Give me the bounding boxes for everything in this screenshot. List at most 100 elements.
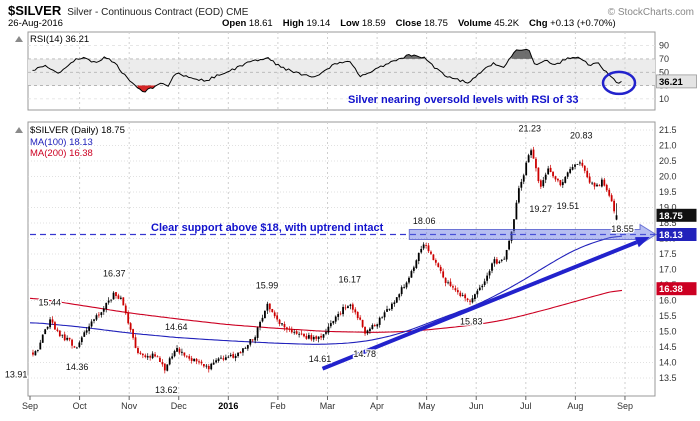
candle-body bbox=[137, 348, 139, 353]
candle-body bbox=[503, 258, 506, 260]
candle-body bbox=[583, 165, 586, 171]
candle-body bbox=[491, 263, 493, 271]
candle-body bbox=[76, 347, 78, 349]
quote-values: Open 18.61 High 19.14 Low 18.59 Close 18… bbox=[222, 18, 616, 29]
candle-body bbox=[354, 309, 357, 313]
candle-body bbox=[127, 312, 130, 324]
candle-body bbox=[310, 335, 313, 340]
candle-body bbox=[254, 337, 257, 341]
ma200-legend-label: MA(200) 16.38 bbox=[30, 148, 93, 159]
candle-body bbox=[112, 292, 115, 300]
candle-body bbox=[183, 352, 186, 356]
candle-body bbox=[452, 286, 454, 288]
candle-body bbox=[298, 333, 301, 335]
candle-body bbox=[98, 314, 100, 316]
price-axis-label: 20.0 bbox=[659, 172, 677, 182]
candle-body bbox=[242, 348, 244, 353]
candle-body bbox=[337, 314, 340, 317]
candle-body bbox=[498, 261, 501, 263]
candle-body bbox=[542, 180, 545, 187]
candle-body bbox=[495, 259, 498, 264]
x-axis-label: 2016 bbox=[218, 401, 238, 411]
candle-body bbox=[144, 355, 147, 357]
candle-body bbox=[391, 303, 393, 310]
candle-body bbox=[149, 356, 152, 358]
candle-body bbox=[122, 297, 125, 306]
candle-body bbox=[161, 362, 164, 365]
candle-body bbox=[66, 337, 69, 340]
candle-body bbox=[547, 168, 550, 175]
candle-body bbox=[554, 176, 557, 180]
price-extreme-label: 14.36 bbox=[66, 362, 89, 372]
candle-body bbox=[34, 351, 37, 356]
candle-body bbox=[405, 282, 408, 288]
candle-body bbox=[349, 304, 352, 306]
candle-body bbox=[530, 150, 532, 156]
price-extreme-label: 21.23 bbox=[519, 123, 542, 133]
candle-body bbox=[476, 290, 479, 295]
candle-body bbox=[32, 352, 34, 355]
candle-body bbox=[586, 170, 589, 178]
candle-body bbox=[119, 297, 122, 299]
candle-body bbox=[461, 295, 464, 296]
candle-body bbox=[268, 303, 271, 310]
candle-body bbox=[273, 312, 276, 317]
candle-body bbox=[581, 162, 584, 166]
candle-body bbox=[386, 309, 388, 312]
candle-body bbox=[44, 329, 47, 335]
quote-change: Chg +0.13 (+0.70%) bbox=[529, 18, 616, 29]
candle-body bbox=[569, 169, 572, 173]
candle-body bbox=[173, 351, 176, 357]
candle-body bbox=[217, 358, 220, 361]
chart-header: $SILVER Silver - Continuous Contract (EO… bbox=[8, 3, 696, 18]
x-axis-label: Dec bbox=[171, 401, 188, 411]
price-axis-label: 21.0 bbox=[659, 141, 677, 151]
rsi-axis-label: 50 bbox=[659, 67, 669, 77]
candle-body bbox=[249, 339, 252, 345]
candle-body bbox=[464, 294, 467, 299]
rsi-overbought-fill bbox=[398, 54, 425, 59]
candle-body bbox=[525, 162, 528, 176]
candle-body bbox=[344, 307, 347, 309]
candle-body bbox=[564, 176, 567, 183]
candle-body bbox=[579, 162, 581, 164]
ma200-value-tag-box bbox=[656, 282, 697, 296]
candle-body bbox=[427, 245, 430, 252]
x-axis-label: Jul bbox=[520, 401, 532, 411]
candle-body bbox=[591, 182, 594, 184]
candle-body bbox=[315, 336, 318, 339]
candle-body bbox=[251, 339, 254, 341]
rsi-panel-icon bbox=[15, 36, 23, 42]
candle-body bbox=[430, 251, 432, 254]
price-extreme-label: 13.91 bbox=[5, 370, 28, 380]
candle-body bbox=[481, 285, 484, 288]
candle-body bbox=[474, 294, 476, 299]
candle-body bbox=[68, 337, 71, 340]
candle-body bbox=[366, 330, 369, 334]
candle-body bbox=[327, 326, 330, 333]
candle-body bbox=[449, 281, 452, 286]
price-axis-label: 16.0 bbox=[659, 296, 677, 306]
x-axis-label: Nov bbox=[121, 401, 138, 411]
candle-body bbox=[544, 174, 547, 180]
candle-body bbox=[205, 365, 208, 367]
quote-date: 26-Aug-2016 bbox=[8, 18, 63, 29]
quote-row: 26-Aug-2016 Open 18.61 High 19.14 Low 18… bbox=[8, 18, 696, 30]
price-extreme-label: 18.06 bbox=[413, 216, 436, 226]
price-axis-label: 15.0 bbox=[659, 327, 677, 337]
candle-body bbox=[281, 323, 283, 325]
candle-body bbox=[535, 158, 537, 169]
candle-body bbox=[410, 271, 413, 278]
candle-body bbox=[608, 189, 611, 196]
candle-body bbox=[513, 219, 515, 231]
candle-body bbox=[46, 326, 49, 329]
candle-body bbox=[557, 178, 559, 181]
quote-close: Close 18.75 bbox=[395, 18, 448, 29]
candle-body bbox=[322, 334, 325, 338]
x-axis-label: Feb bbox=[270, 401, 286, 411]
price-axis-label: 15.5 bbox=[659, 311, 677, 321]
candle-body bbox=[574, 164, 576, 167]
rsi-annotation-text: Silver nearing oversold levels with RSI … bbox=[348, 94, 579, 106]
